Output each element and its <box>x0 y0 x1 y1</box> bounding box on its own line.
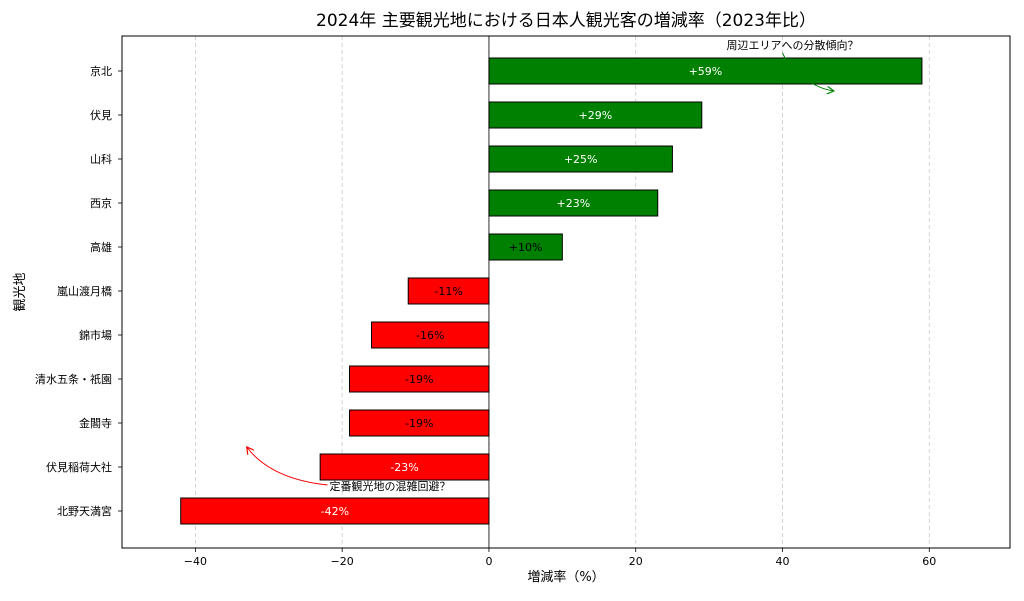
x-tick-label: 40 <box>775 555 789 568</box>
category-label: 山科 <box>90 152 112 166</box>
annotation-text: 周辺エリアへの分散傾向？ <box>726 38 858 52</box>
category-label: 高雄 <box>90 240 112 254</box>
x-axis-label: 増減率（%） <box>527 569 604 585</box>
data-label: -16% <box>416 329 444 342</box>
x-tick-label: 20 <box>629 555 643 568</box>
annotation-text: 定番観光地の混雑回避？ <box>329 479 450 493</box>
category-label: 金閣寺 <box>79 416 112 430</box>
plot-frame <box>121 35 1011 549</box>
x-tick-label: −40 <box>184 555 207 568</box>
category-label: 北野天満宮 <box>57 504 112 518</box>
y-axis-label: 観光地 <box>13 272 28 311</box>
data-label: +29% <box>579 109 613 122</box>
data-label: +59% <box>689 65 723 78</box>
data-label: -23% <box>390 461 418 474</box>
data-label: +25% <box>564 153 598 166</box>
data-label: -11% <box>434 285 462 298</box>
bar <box>180 497 490 525</box>
category-label: 西京 <box>90 196 112 210</box>
bar <box>407 277 490 305</box>
category-label: 清水五条・祇園 <box>35 372 112 386</box>
x-tick-label: −20 <box>331 555 354 568</box>
data-label: -19% <box>405 417 433 430</box>
category-label: 伏見 <box>90 108 112 122</box>
data-label: -42% <box>321 505 349 518</box>
annotation-layer: 周辺エリアへの分散傾向？ 定番観光地の混雑回避？ <box>247 38 858 493</box>
bars-layer: +59% +29% +25% +23% +10% -11% -16% -19% -19% -23%… <box>180 57 923 525</box>
category-label: 錦市場 <box>79 328 112 342</box>
bar <box>488 101 703 129</box>
bar <box>319 453 490 481</box>
x-tick-label: 0 <box>485 555 492 568</box>
data-label: +10% <box>509 241 543 254</box>
chart-title: 2024年 主要観光地における日本人観光客の増減率（2023年比） <box>316 11 816 31</box>
data-label: -19% <box>405 373 433 386</box>
data-label: +23% <box>557 197 591 210</box>
category-label: 嵐山渡月橋 <box>57 284 112 298</box>
annotation-arrow <box>247 447 328 486</box>
bar <box>488 145 673 173</box>
category-label: 伏見稲荷大社 <box>46 460 112 474</box>
annotation-arrow <box>782 52 833 91</box>
bar <box>349 409 490 437</box>
x-tick-label: 60 <box>922 555 936 568</box>
category-label: 京北 <box>90 64 112 78</box>
bar <box>488 57 923 85</box>
